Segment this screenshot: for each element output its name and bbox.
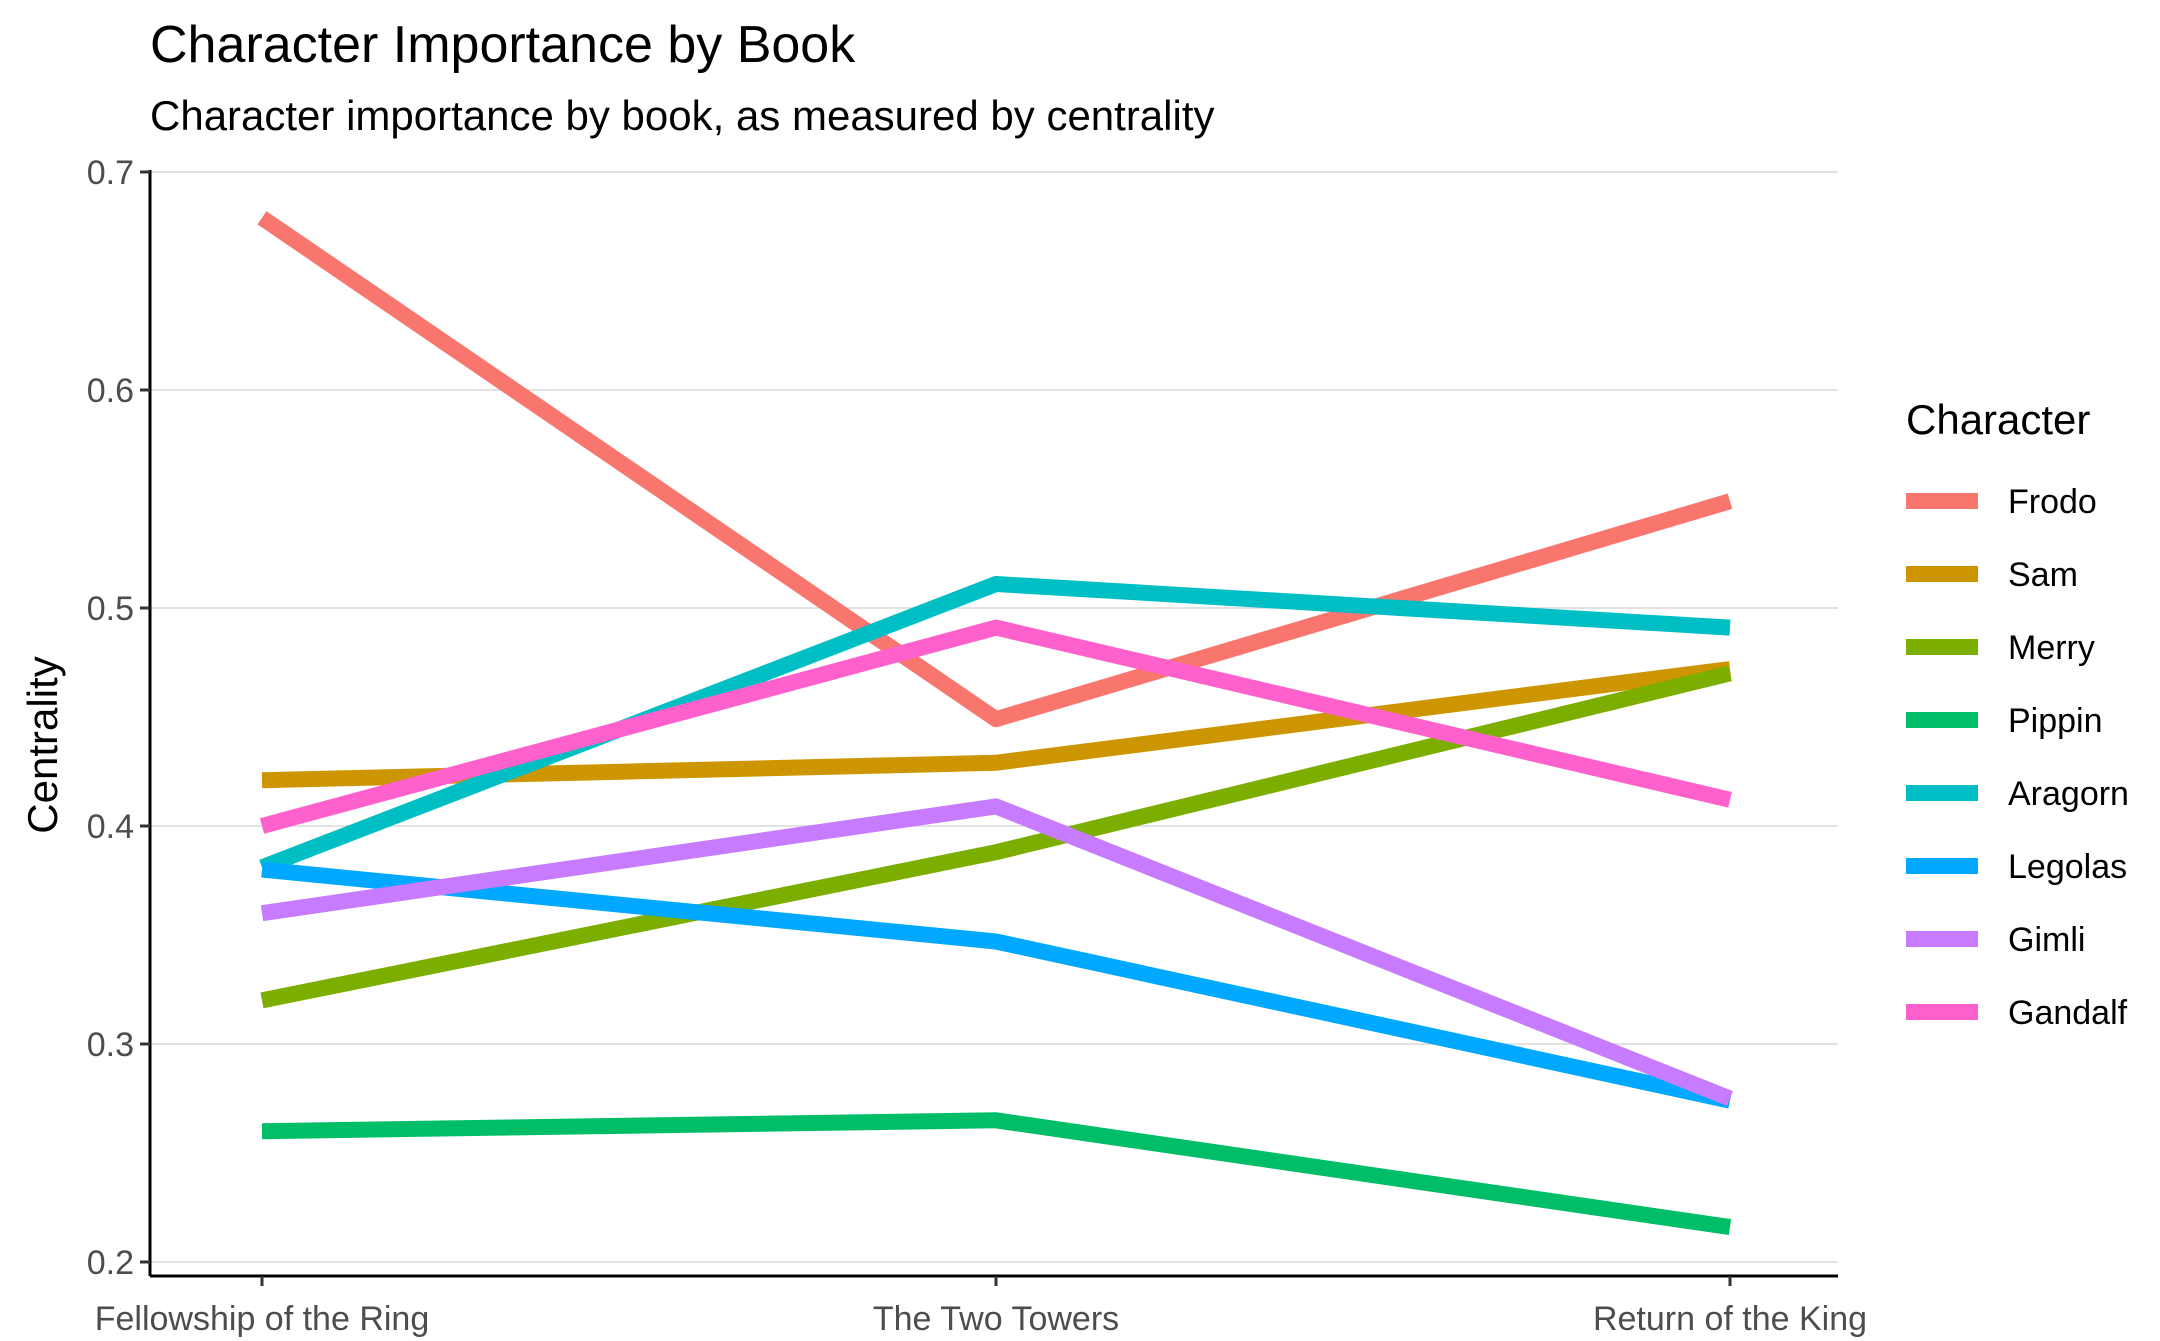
gridlines xyxy=(150,171,1838,1263)
legend-label-pippin: Pippin xyxy=(2008,702,2103,740)
y-tick-label: 0.7 xyxy=(87,154,134,192)
legend-label-sam: Sam xyxy=(2008,556,2078,594)
legend-label-gimli: Gimli xyxy=(2008,921,2085,959)
series-line-gandalf xyxy=(259,619,1732,834)
legend-label-frodo: Frodo xyxy=(2008,483,2097,521)
legend-label-merry: Merry xyxy=(2008,629,2095,667)
y-tick-label: 0.4 xyxy=(87,808,134,846)
series-line-merry xyxy=(260,665,1732,1009)
series-line-pippin xyxy=(261,1112,1732,1236)
legend-title: Character xyxy=(1906,396,2090,443)
y-tick-label: 0.3 xyxy=(87,1026,134,1064)
y-axis-title: Centrality xyxy=(19,656,66,833)
chart-subtitle: Character importance by book, as measure… xyxy=(150,92,1215,139)
x-axis-ticks: Fellowship of the Ring The Two Towers Retu… xyxy=(95,1276,1867,1338)
y-tick-label: 0.2 xyxy=(87,1244,134,1282)
x-tick-label: Fellowship of the Ring xyxy=(95,1300,430,1338)
x-tick-label: Return of the King xyxy=(1593,1300,1867,1338)
y-tick-label: 0.6 xyxy=(87,372,134,410)
axes xyxy=(148,170,1838,1278)
legend-label-legolas: Legolas xyxy=(2008,848,2127,886)
legend-label-gandalf: Gandalf xyxy=(2008,994,2128,1032)
x-tick-label: The Two Towers xyxy=(873,1300,1119,1338)
y-axis-ticks: 0.2 0.3 0.4 0.5 0.6 0.7 xyxy=(87,154,150,1282)
series-lines xyxy=(257,211,1733,1236)
y-tick-label: 0.5 xyxy=(87,590,134,628)
legend: Character Frodo Sam Merry Pippin Aragorn Lego… xyxy=(1906,396,2129,1032)
series-line-gimli xyxy=(260,798,1733,1106)
chart-title: Character Importance by Book xyxy=(150,16,856,74)
series-line-legolas xyxy=(261,861,1732,1109)
series-line-aragorn xyxy=(259,576,1731,875)
series-line-frodo xyxy=(257,211,1733,728)
legend-label-aragorn: Aragorn xyxy=(2008,775,2129,813)
